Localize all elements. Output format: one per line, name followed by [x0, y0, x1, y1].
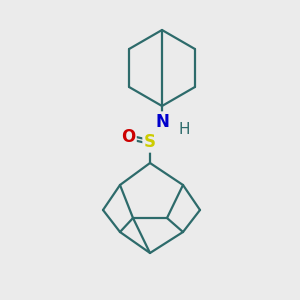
- Text: O: O: [121, 128, 135, 146]
- Text: H: H: [178, 122, 190, 137]
- Text: N: N: [155, 113, 169, 131]
- Text: S: S: [144, 133, 156, 151]
